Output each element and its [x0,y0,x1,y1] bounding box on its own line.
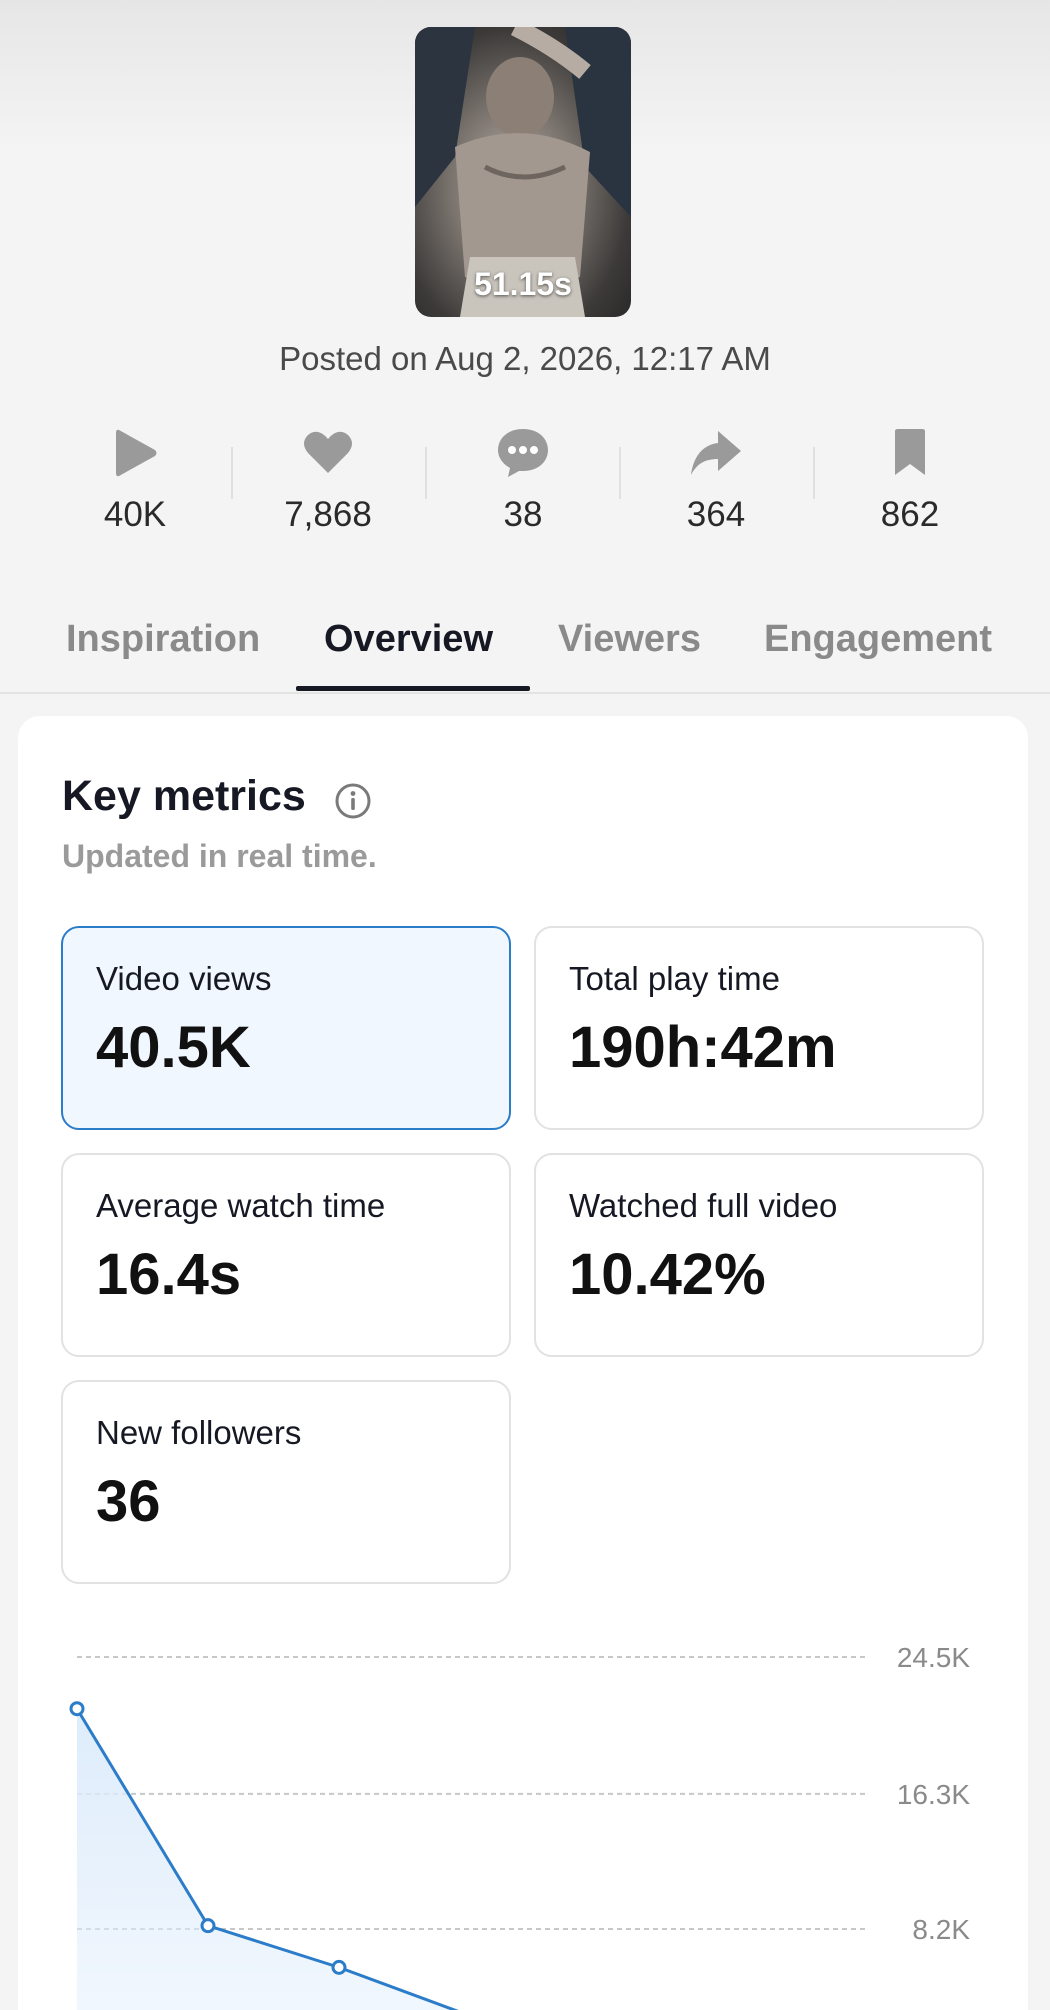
tab-viewers[interactable]: Viewers [558,618,701,660]
metric-average-watch-time[interactable]: Average watch time 16.4s [61,1153,511,1357]
key-metrics-subtitle: Updated in real time. [62,838,377,874]
active-tab-indicator [296,686,530,691]
data-point[interactable] [331,1959,347,1975]
metric-total-play-time[interactable]: Total play time 190h:42m [534,926,984,1130]
tab-bar: Inspiration Overview Viewers Engagement [0,600,1050,694]
y-tick-label: 24.5K [897,1642,970,1673]
stat-views: 40K [60,425,210,535]
tab-overview[interactable]: Overview [324,618,493,660]
stat-divider [813,447,815,499]
metric-value: 36 [96,1469,161,1534]
metric-video-views[interactable]: Video views 40.5K [61,926,511,1130]
comment-icon [498,429,548,477]
stat-divider [231,447,233,499]
key-metrics-title: Key metrics [62,772,306,820]
tab-engagement[interactable]: Engagement [764,618,993,660]
stat-comments-value: 38 [503,495,543,534]
views-line-chart: 24.5K 16.3K 8.2K [69,1642,970,2010]
metric-watched-full-video[interactable]: Watched full video 10.42% [534,1153,984,1357]
posted-date: Posted on Aug 2, 2026, 12:17 AM [279,340,771,377]
heart-icon [304,431,352,473]
stat-saves: 862 [835,425,985,535]
tab-inspiration[interactable]: Inspiration [66,618,261,660]
thumbnail-image [415,27,631,317]
play-icon [116,429,157,477]
metric-value: 10.42% [569,1242,766,1307]
info-icon[interactable] [334,782,372,820]
video-thumbnail[interactable]: 51.15s [415,27,631,317]
stat-divider [619,447,621,499]
data-point[interactable] [69,1701,85,1717]
key-metrics-card: Key metrics Updated in real time. Video … [18,716,1028,2010]
metric-label: New followers [96,1414,302,1451]
video-duration: 51.15s [474,266,572,302]
stat-saves-value: 862 [880,495,940,534]
stat-likes-value: 7,868 [284,495,372,534]
stat-views-value: 40K [103,495,167,534]
stat-divider [425,447,427,499]
stat-shares: 364 [641,425,791,535]
share-icon [691,431,741,475]
series-line [75,1707,459,2010]
bookmark-icon [895,429,925,475]
metric-value: 190h:42m [569,1015,837,1080]
stat-shares-value: 364 [686,495,746,534]
y-tick-label: 8.2K [912,1914,970,1945]
data-point[interactable] [200,1918,216,1934]
metric-value: 40.5K [96,1015,251,1080]
stats-row: 40K 7,868 38 364 [0,425,1050,555]
y-tick-label: 16.3K [897,1779,970,1810]
metric-label: Average watch time [96,1187,386,1224]
metric-value: 16.4s [96,1242,242,1307]
metric-new-followers[interactable]: New followers 36 [61,1380,511,1584]
metric-label: Video views [96,960,272,997]
stat-likes: 7,868 [253,425,403,535]
metric-label: Total play time [569,960,780,997]
metric-label: Watched full video [569,1187,838,1224]
stat-comments: 38 [448,425,598,535]
series-area [77,1708,455,2010]
